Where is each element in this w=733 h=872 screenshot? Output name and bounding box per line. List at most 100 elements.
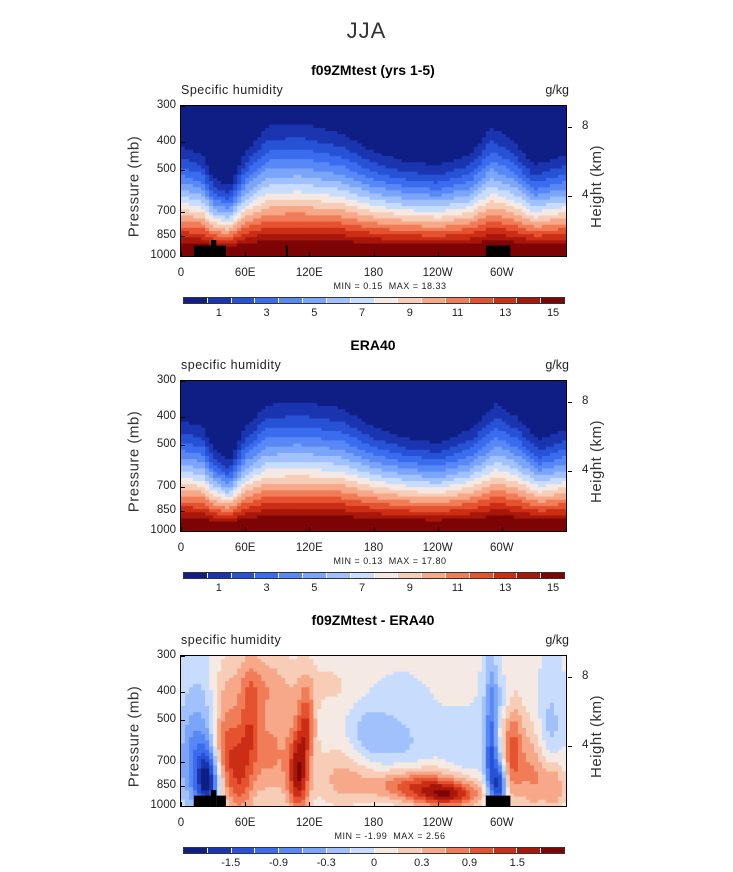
heatmap-cell: [421, 149, 427, 154]
heatmap-cell: [393, 162, 399, 166]
heatmap-cell: [361, 109, 367, 113]
heatmap-cell: [365, 234, 371, 238]
heatmap-cell: [309, 249, 314, 254]
heatmap-cell: [513, 156, 519, 160]
heatmap-cell: [353, 121, 359, 126]
heatmap-cell: [485, 240, 491, 245]
heatmap-cell: [557, 121, 563, 126]
heatmap-cell: [369, 190, 375, 195]
heatmap-cell: [405, 215, 411, 220]
heatmap-cell: [409, 162, 415, 166]
heatmap-cell: [229, 237, 234, 241]
heatmap-cell: [549, 124, 555, 129]
heatmap-cell: [369, 109, 375, 113]
heatmap-cell: [445, 121, 451, 126]
heatmap-cell: [533, 127, 539, 132]
heatmap-cell: [553, 234, 559, 238]
heatmap-cell: [521, 243, 527, 248]
heatmap-cell: [189, 159, 194, 163]
heatmap-cell: [325, 221, 330, 226]
heatmap-cell: [237, 215, 242, 220]
heatmap-cell: [317, 115, 322, 120]
heatmap-cell: [273, 177, 278, 182]
heatmap-cell: [249, 224, 254, 229]
heatmap-cell: [333, 177, 339, 182]
heatmap-cell: [557, 127, 563, 132]
heatmap-cell: [441, 190, 447, 195]
heatmap-cell: [393, 174, 399, 179]
heatmap-cell: [301, 249, 306, 254]
heatmap-cell: [453, 252, 459, 256]
heatmap-cell: [337, 384, 343, 388]
heatmap-cell: [517, 387, 523, 391]
heatmap-cell: [473, 193, 479, 198]
heatmap-cell: [245, 193, 250, 198]
heatmap-cell: [465, 209, 471, 213]
heatmap-cell: [537, 246, 543, 251]
heatmap-cell: [405, 224, 411, 229]
heatmap-cell: [357, 206, 363, 210]
heatmap-cell: [273, 171, 278, 176]
heatmap-cell: [445, 115, 451, 120]
heatmap-cell: [541, 196, 547, 201]
heatmap-cell: [241, 165, 246, 170]
heatmap-cell: [361, 237, 367, 241]
heatmap-cell: [397, 112, 403, 116]
heatmap-cell: [505, 115, 511, 120]
heatmap-cell: [481, 171, 487, 176]
heatmap-cell: [197, 174, 202, 179]
heatmap-cell: [233, 146, 238, 151]
heatmap-cell: [429, 206, 435, 210]
heatmap-cell: [281, 243, 286, 248]
heatmap-cell: [501, 243, 507, 248]
heatmap-cell: [337, 243, 343, 248]
heatmap-cell: [273, 215, 278, 220]
heatmap-cell: [349, 231, 355, 235]
heatmap-cell: [281, 224, 286, 229]
heatmap-cell: [185, 121, 190, 126]
heatmap-cell: [405, 174, 411, 179]
heatmap-cell: [321, 149, 326, 154]
heatmap-cell: [473, 206, 479, 210]
heatmap-cell: [217, 199, 222, 204]
heatmap-cell: [461, 149, 467, 154]
heatmap-cell: [477, 224, 483, 229]
heatmap-cell: [281, 143, 286, 148]
heatmap-cell: [549, 209, 555, 213]
heatmap-cell: [233, 112, 238, 116]
heatmap-cell: [345, 231, 351, 235]
heatmap-cell: [377, 387, 383, 391]
heatmap-cell: [325, 149, 330, 154]
heatmap-cell: [437, 381, 443, 385]
heatmap-cell: [513, 234, 519, 238]
heatmap-cell: [321, 215, 326, 220]
heatmap-cell: [517, 209, 523, 213]
heatmap-cell: [341, 171, 347, 176]
heatmap-cell: [537, 196, 543, 201]
heatmap-cell: [469, 156, 475, 160]
heatmap-cell: [401, 118, 407, 123]
heatmap-cell: [381, 109, 387, 113]
heatmap-cell: [405, 124, 411, 129]
heatmap-cell: [257, 171, 262, 176]
heatmap-cell: [229, 218, 234, 223]
heatmap-cell: [257, 252, 262, 256]
heatmap-cell: [449, 171, 455, 176]
heatmap-cell: [561, 227, 566, 232]
heatmap-cell: [229, 159, 234, 163]
heatmap-cell: [197, 121, 202, 126]
heatmap-cell: [361, 127, 367, 132]
heatmap-cell: [417, 112, 423, 116]
heatmap-cell: [213, 215, 218, 220]
heatmap-cell: [477, 387, 483, 391]
heatmap-cell: [273, 115, 278, 120]
heatmap-cell: [213, 112, 218, 116]
heatmap-cell: [373, 384, 379, 388]
heatmap-cell: [497, 159, 503, 163]
heatmap-cell: [401, 131, 407, 135]
heatmap-cell: [509, 156, 515, 160]
heatmap-cell: [269, 221, 274, 226]
heatmap-cell: [269, 384, 274, 388]
heatmap-cell: [221, 231, 226, 235]
heatmap-cell: [277, 234, 282, 238]
